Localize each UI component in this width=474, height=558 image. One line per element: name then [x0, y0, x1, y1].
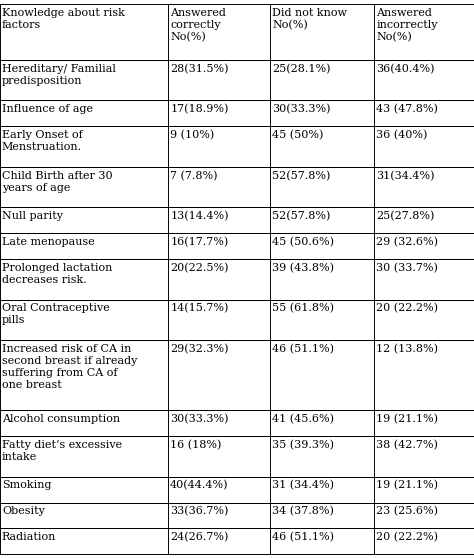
Text: 33(36.7%): 33(36.7%) [170, 506, 228, 517]
Text: 45 (50.6%): 45 (50.6%) [272, 237, 334, 247]
Text: Answered
correctly
No(%): Answered correctly No(%) [170, 8, 226, 42]
Bar [0, 477, 474, 503]
Text: Smoking: Smoking [2, 480, 51, 490]
Bar [0, 259, 474, 300]
Bar [0, 4, 474, 60]
Text: Fatty diet’s excessive
intake: Fatty diet’s excessive intake [2, 440, 122, 462]
Text: 13(14.4%): 13(14.4%) [170, 211, 228, 222]
Text: 28(31.5%): 28(31.5%) [170, 64, 228, 74]
Text: 29(32.3%): 29(32.3%) [170, 344, 228, 354]
Text: 19 (21.1%): 19 (21.1%) [376, 414, 438, 425]
Text: 38 (42.7%): 38 (42.7%) [376, 440, 438, 450]
Text: 14(15.7%): 14(15.7%) [170, 303, 228, 314]
Bar [0, 300, 474, 340]
Text: 30(33.3%): 30(33.3%) [170, 414, 228, 425]
Text: 43 (47.8%): 43 (47.8%) [376, 104, 438, 114]
Text: 25(28.1%): 25(28.1%) [272, 64, 330, 74]
Text: 29 (32.6%): 29 (32.6%) [376, 237, 438, 247]
Text: 36 (40%): 36 (40%) [376, 130, 428, 140]
Bar [0, 410, 474, 436]
Text: 24(26.7%): 24(26.7%) [170, 532, 228, 542]
Text: Increased risk of CA in
second breast if already
suffering from CA of
one breast: Increased risk of CA in second breast if… [2, 344, 137, 390]
Text: 40(44.4%): 40(44.4%) [170, 480, 228, 490]
Bar [0, 233, 474, 259]
Text: Knowledge about risk
factors: Knowledge about risk factors [2, 8, 125, 30]
Bar [0, 436, 474, 477]
Text: 45 (50%): 45 (50%) [272, 130, 323, 140]
Text: 34 (37.8%): 34 (37.8%) [272, 506, 334, 517]
Text: Null parity: Null parity [2, 211, 63, 221]
Text: Alcohol consumption: Alcohol consumption [2, 414, 120, 424]
Text: Hereditary/ Familial
predisposition: Hereditary/ Familial predisposition [2, 64, 116, 85]
Text: Oral Contraceptive
pills: Oral Contraceptive pills [2, 303, 109, 325]
Text: 46 (51.1%): 46 (51.1%) [272, 344, 334, 354]
Text: 52(57.8%): 52(57.8%) [272, 171, 330, 181]
Text: 30 (33.7%): 30 (33.7%) [376, 263, 438, 273]
Text: Late menopause: Late menopause [2, 237, 95, 247]
Text: 17(18.9%): 17(18.9%) [170, 104, 228, 114]
Text: 46 (51.1%): 46 (51.1%) [272, 532, 334, 542]
Text: 20 (22.2%): 20 (22.2%) [376, 303, 438, 314]
Text: 20 (22.2%): 20 (22.2%) [376, 532, 438, 542]
Text: Influence of age: Influence of age [2, 104, 93, 114]
Text: 23 (25.6%): 23 (25.6%) [376, 506, 438, 517]
Bar [0, 340, 474, 410]
Bar [0, 528, 474, 554]
Text: 36(40.4%): 36(40.4%) [376, 64, 435, 74]
Bar [0, 503, 474, 528]
Text: 41 (45.6%): 41 (45.6%) [272, 414, 334, 425]
Text: 35 (39.3%): 35 (39.3%) [272, 440, 334, 450]
Bar [0, 167, 474, 208]
Text: 25(27.8%): 25(27.8%) [376, 211, 435, 222]
Text: 39 (43.8%): 39 (43.8%) [272, 263, 334, 273]
Text: Prolonged lactation
decreases risk.: Prolonged lactation decreases risk. [2, 263, 112, 285]
Text: 12 (13.8%): 12 (13.8%) [376, 344, 438, 354]
Text: Early Onset of
Menstruation.: Early Onset of Menstruation. [2, 130, 82, 152]
Bar [0, 126, 474, 167]
Text: 31(34.4%): 31(34.4%) [376, 171, 435, 181]
Text: 19 (21.1%): 19 (21.1%) [376, 480, 438, 490]
Text: 55 (61.8%): 55 (61.8%) [272, 303, 334, 314]
Bar [0, 208, 474, 233]
Text: Answered
incorrectly
No(%): Answered incorrectly No(%) [376, 8, 438, 42]
Text: 9 (10%): 9 (10%) [170, 130, 214, 140]
Text: Obesity: Obesity [2, 506, 45, 516]
Text: 31 (34.4%): 31 (34.4%) [272, 480, 334, 490]
Text: Child Birth after 30
years of age: Child Birth after 30 years of age [2, 171, 112, 193]
Text: 7 (7.8%): 7 (7.8%) [170, 171, 218, 181]
Text: 20(22.5%): 20(22.5%) [170, 263, 228, 273]
Bar [0, 60, 474, 100]
Text: Did not know
No(%): Did not know No(%) [272, 8, 347, 31]
Text: 52(57.8%): 52(57.8%) [272, 211, 330, 222]
Text: 16(17.7%): 16(17.7%) [170, 237, 228, 247]
Text: 16 (18%): 16 (18%) [170, 440, 221, 450]
Text: Radiation: Radiation [2, 532, 56, 542]
Bar [0, 100, 474, 126]
Text: 30(33.3%): 30(33.3%) [272, 104, 330, 114]
